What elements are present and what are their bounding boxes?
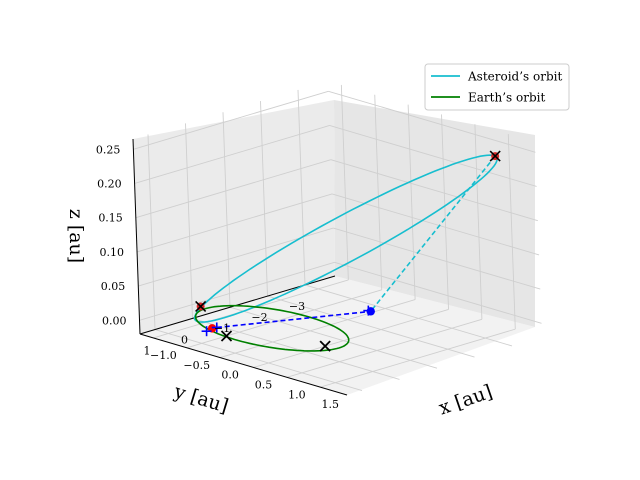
grid-lines [132, 84, 542, 396]
data-markers [195, 150, 501, 352]
x-axis-label: x [au] [436, 381, 495, 420]
legend: Asteroid’s orbit Earth’s orbit [424, 63, 570, 111]
grid-y-left-0 [147, 134, 156, 330]
marker-cross-red-1 [489, 150, 501, 162]
grid-x-back-0 [340, 84, 349, 280]
grid-x-floor-2 [220, 299, 416, 359]
y-tick-label-3: −2 [251, 311, 267, 324]
data-series [193, 154, 498, 352]
z-axis-line [132, 138, 141, 335]
grid-z-left-0 [139, 261, 335, 321]
z-tick-label-5: 0.25 [96, 143, 121, 156]
marker-cross-red-2 [195, 300, 207, 313]
marker-plus-end [363, 305, 374, 316]
marker-cross-black-2 [319, 340, 331, 352]
legend-label-0: Asteroid’s orbit [467, 70, 562, 84]
grid-x-back-3 [441, 114, 449, 310]
grid-z-left-5 [133, 90, 329, 150]
y-tick-label-2: −1 [214, 322, 230, 335]
grid-x-floor-1 [186, 289, 382, 349]
x-tick-label-3: 0.5 [255, 378, 273, 391]
legend-box [424, 63, 570, 111]
grid-x-floor-3 [253, 309, 449, 368]
grid-x-back-5 [507, 134, 516, 330]
grid-y-floor-4 [304, 284, 513, 347]
grid-x-back-1 [374, 94, 383, 290]
grid-y-left-4 [297, 89, 306, 285]
grid-x-back-2 [407, 104, 416, 300]
y-tick-label-0: 1 [144, 345, 151, 358]
z-tick-label-0: 0.00 [102, 314, 127, 327]
series-transfer-dashed-blue [216, 310, 371, 329]
grid-y-left-3 [260, 101, 268, 297]
grid-x-floor-4 [286, 318, 483, 378]
y-tick-label-4: −3 [289, 300, 305, 313]
grid-z-back-0 [334, 261, 542, 324]
legend-entry-0: Asteroid’s orbit [431, 70, 562, 84]
grid-z-left-3 [135, 159, 331, 219]
grid-z-back-5 [328, 90, 536, 153]
marker-plus-start-2 [201, 326, 212, 337]
grid-y-floor-3 [267, 295, 475, 358]
x-tick-label-5: 1.5 [322, 398, 340, 411]
y-tick-label-1: 0 [181, 333, 188, 346]
marker-plus-start [211, 322, 222, 333]
grid-y-floor-2 [229, 306, 438, 369]
y-axis-label: y [au] [171, 380, 231, 417]
grid-z-left-4 [134, 125, 330, 184]
x-tick-label-1: −0.5 [183, 359, 210, 372]
z-tick-label-1: 0.05 [101, 280, 126, 293]
grid-y-left-1 [185, 123, 193, 319]
legend-label-1: Earth’s orbit [468, 91, 545, 105]
grid-z-back-2 [331, 193, 540, 256]
x-tick-label-2: 0.0 [221, 369, 239, 382]
grid-y-floor-1 [192, 317, 400, 380]
series-earth-s-orbit [194, 304, 350, 352]
grid-z-left-2 [136, 193, 333, 253]
x-axis-line [139, 333, 348, 396]
grid-z-back-4 [329, 125, 537, 187]
marker-cross-black-1 [220, 330, 233, 342]
z-tick-label-4: 0.20 [97, 177, 122, 190]
grid-z-back-1 [333, 227, 541, 290]
series-transfer-dashed-cyan [370, 155, 496, 312]
grid-y-floor-0 [154, 329, 363, 391]
grid-y-left-2 [222, 112, 231, 308]
z-axis-label: z [au] [65, 209, 87, 263]
pane-left-wall [133, 100, 335, 334]
grid-x-floor-5 [320, 328, 516, 388]
tick-labels: −1.0 −0.5 0.0 0.5 1.0 1.5 1 0 −1 −2 −3 0.00 0.05 0.10… [96, 143, 339, 411]
x-tick-label-4: 1.0 [288, 388, 306, 401]
legend-entry-1: Earth’s orbit [431, 91, 545, 105]
z-tick-label-2: 0.10 [100, 246, 125, 259]
x-tick-label-0: −1.0 [150, 349, 177, 362]
grid-z-back-3 [330, 159, 538, 222]
z-tick-label-3: 0.15 [98, 212, 123, 225]
